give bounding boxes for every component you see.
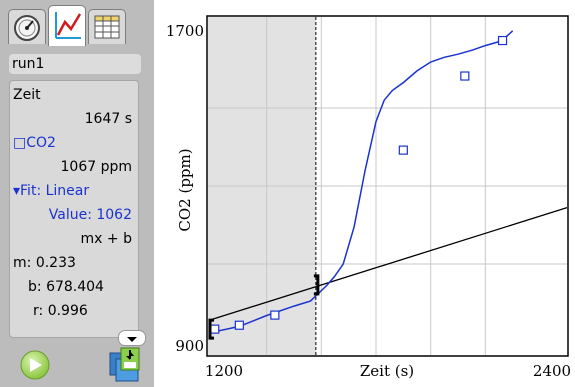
x-tick-left: 1200 <box>205 362 243 380</box>
param-m-label: m: <box>13 255 32 271</box>
y-tick-top: 1700 <box>166 22 204 40</box>
param-m-value: 0.233 <box>35 255 76 271</box>
sensor-value: 1067 ppm <box>60 159 133 175</box>
fit-label[interactable]: ▾Fit: Linear <box>13 183 90 199</box>
fit-value: Value: 1062 <box>48 207 132 223</box>
data-marker-1 <box>234 320 244 330</box>
store-run-button[interactable] <box>107 345 147 383</box>
plot-frame <box>206 15 569 357</box>
run-selector[interactable]: run1 <box>9 54 141 74</box>
param-r-label: r: <box>33 303 44 319</box>
expand-details-button[interactable] <box>118 330 146 346</box>
data-marker-4 <box>460 71 470 81</box>
fit-line <box>211 206 568 320</box>
play-icon <box>20 350 50 380</box>
time-label: Zeit <box>13 87 41 103</box>
param-m: m: 0.233 <box>13 253 132 273</box>
details-panel: run1 Zeit 1647 s □CO2 1067 ppm ▾Fit: Lin… <box>0 0 154 387</box>
gauge-icon <box>14 15 40 41</box>
details-box: Zeit 1647 s □CO2 1067 ppm ▾Fit: Linear V… <box>9 80 139 338</box>
store-data-icon <box>109 347 140 382</box>
graph-view[interactable]: 1700 900 1200 2400 Zeit (s) CO2 (ppm) <box>154 0 575 387</box>
tab-graph[interactable] <box>48 5 86 46</box>
param-r-value: 0.996 <box>47 303 88 319</box>
time-value: 1647 s <box>84 111 132 127</box>
x-tick-right: 2400 <box>533 362 571 380</box>
data-marker-5 <box>497 35 508 46</box>
param-b-value: 678.404 <box>46 279 104 295</box>
chevron-down-icon <box>127 337 137 342</box>
co2-time-graph[interactable]: 1700 900 1200 2400 Zeit (s) CO2 (ppm) <box>154 0 575 387</box>
table-icon <box>94 15 120 39</box>
start-collection-button[interactable] <box>13 349 57 381</box>
view-tabs <box>8 5 148 46</box>
fit-formula: mx + b <box>80 231 132 247</box>
tab-meter[interactable] <box>8 9 46 44</box>
data-marker-3 <box>398 145 408 155</box>
tab-table[interactable] <box>88 9 126 44</box>
sensor-label[interactable]: □CO2 <box>13 135 56 151</box>
param-b: b: 678.404 <box>28 277 132 297</box>
x-axis-label: Zeit (s) <box>360 362 414 380</box>
param-r: r: 0.996 <box>33 301 132 321</box>
data-marker-0 <box>210 324 220 334</box>
data-marker-2 <box>270 310 280 320</box>
series-line-0 <box>211 30 514 334</box>
fit-bracket-left <box>208 318 214 340</box>
param-b-label: b: <box>28 279 42 295</box>
graph-icon <box>55 12 82 39</box>
y-tick-bottom: 900 <box>175 337 204 355</box>
y-axis-label: CO2 (ppm) <box>176 148 194 231</box>
